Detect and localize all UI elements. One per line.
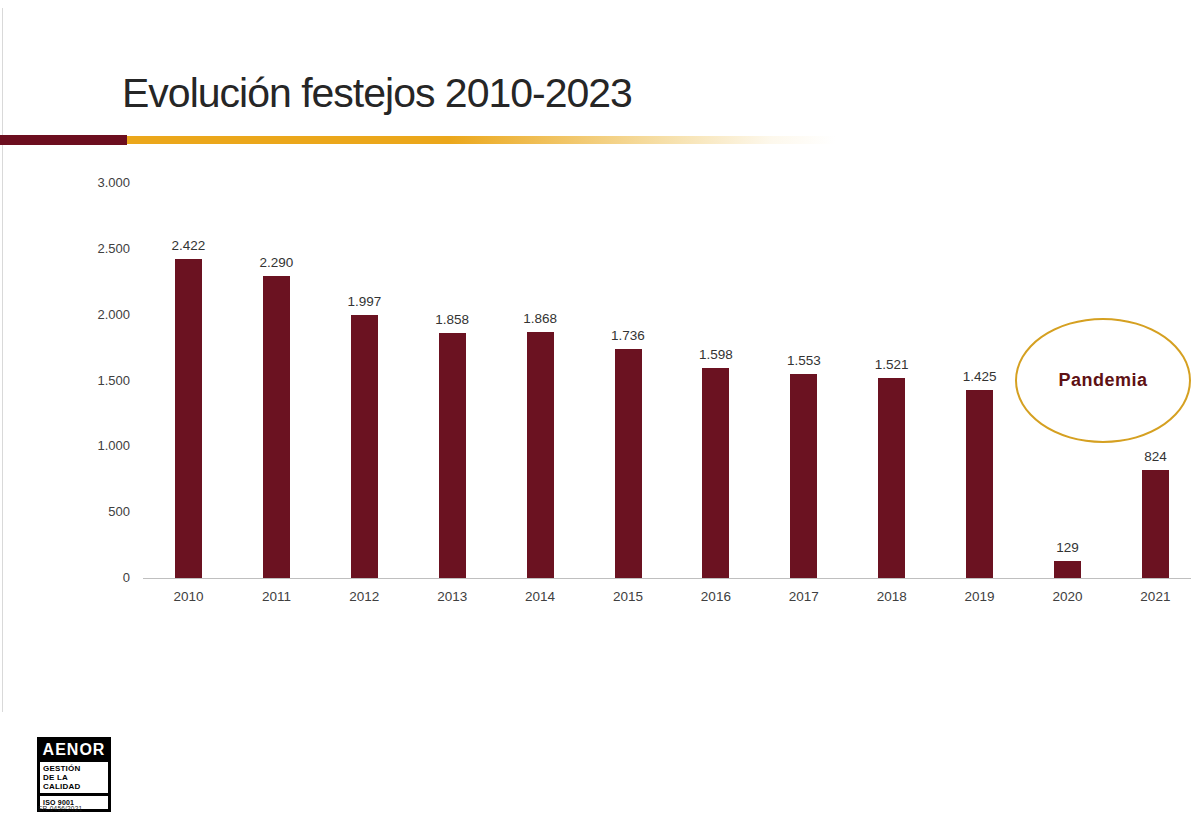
bar-value-label-2016: 1.598 [676,347,756,362]
y-axis-tick-label: 1.500 [70,373,130,388]
bar-value-label-2021: 824 [1115,449,1195,464]
bar-2020 [1054,561,1081,578]
aenor-logo-brand: AENOR [37,737,111,762]
x-axis-tick-label-2014: 2014 [500,589,580,604]
x-axis-line [143,578,1191,579]
bar-chart: 0 500 1.000 1.500 2.000 2.500 3.000 2.422 2010 2.… [0,0,1200,840]
bar-2012 [351,315,378,578]
y-axis-tick-label: 0 [70,570,130,585]
y-axis-tick-label: 1.000 [70,438,130,453]
bar-value-label-2017: 1.553 [764,353,844,368]
bar-value-label-2018: 1.521 [852,357,932,372]
aenor-logo-scheme-line1: GESTIÓN [43,764,105,773]
bar-2014 [527,332,554,578]
bar-value-label-2014: 1.868 [500,311,580,326]
x-axis-tick-label-2012: 2012 [324,589,404,604]
x-axis-tick-label-2017: 2017 [764,589,844,604]
y-axis-tick-label: 3.000 [70,175,130,190]
bar-2013 [439,333,466,578]
x-axis-tick-label-2016: 2016 [676,589,756,604]
bar-2010 [175,259,202,578]
bar-value-label-2010: 2.422 [149,238,229,253]
bar-2019 [966,390,993,578]
aenor-logo: AENOR GESTIÓN DE LA CALIDAD ISO 9001 [37,737,111,812]
x-axis-tick-label-2013: 2013 [412,589,492,604]
bar-value-label-2015: 1.736 [588,328,668,343]
pandemia-annotation-label: Pandemia [1058,370,1147,391]
y-axis-tick-label: 500 [70,504,130,519]
bar-value-label-2013: 1.858 [412,312,492,327]
bar-value-label-2019: 1.425 [940,369,1020,384]
x-axis-tick-label-2018: 2018 [852,589,932,604]
aenor-logo-scheme-line2: DE LA CALIDAD [43,773,105,791]
bar-value-label-2012: 1.997 [324,294,404,309]
pandemia-annotation-ellipse: Pandemia [1015,318,1191,443]
bar-2021 [1142,470,1169,578]
bar-2017 [790,374,817,578]
y-axis-tick-label: 2.000 [70,307,130,322]
x-axis-tick-label-2020: 2020 [1028,589,1108,604]
bar-2015 [615,349,642,578]
slide: Evolución festejos 2010-2023 05001.0001.… [0,0,1200,840]
bar-value-label-2020: 129 [1028,540,1108,555]
x-axis-tick-label-2011: 2011 [236,589,316,604]
bar-2016 [702,368,729,578]
x-axis-tick-label-2021: 2021 [1115,589,1195,604]
x-axis-tick-label-2019: 2019 [940,589,1020,604]
y-axis-tick-label: 2.500 [70,241,130,256]
x-axis-tick-label-2010: 2010 [149,589,229,604]
aenor-logo-scheme: GESTIÓN DE LA CALIDAD [40,762,108,793]
bar-2018 [878,378,905,578]
bar-value-label-2011: 2.290 [236,255,316,270]
aenor-certificate-number: ER-0456/2021 [38,805,82,812]
bar-2011 [263,276,290,578]
x-axis-tick-label-2015: 2015 [588,589,668,604]
